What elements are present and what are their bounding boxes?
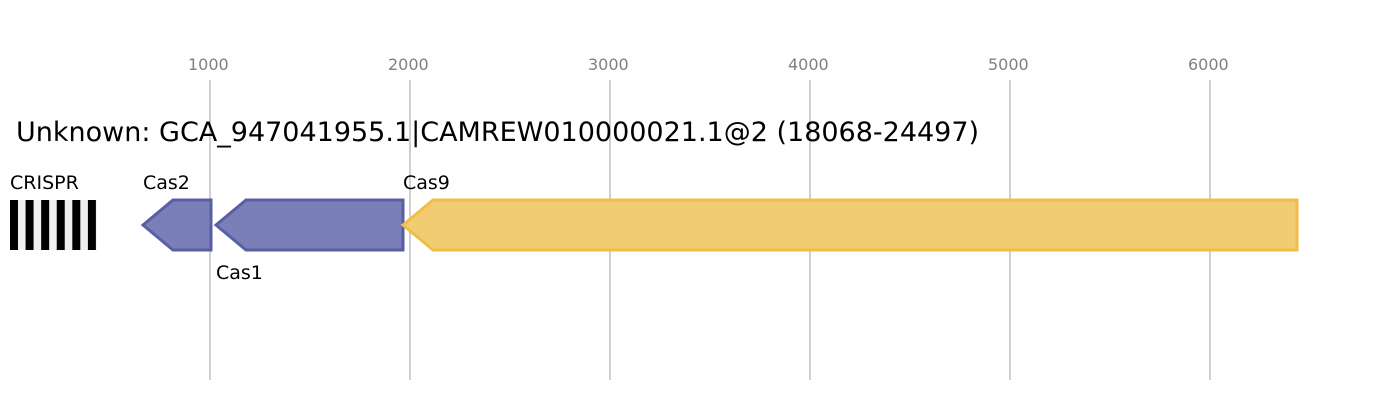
crispr-repeat — [56, 200, 65, 250]
crispr-array — [10, 200, 97, 250]
tick-label: 5000 — [988, 55, 1029, 74]
crispr-repeat — [10, 200, 18, 250]
gene-cas9[interactable] — [400, 198, 1299, 252]
tick-label: 1000 — [188, 55, 229, 74]
gene-label: Cas9 — [403, 172, 450, 194]
locus-title: Unknown: GCA_947041955.1|CAMREW010000021… — [16, 117, 979, 148]
crispr-label: CRISPR — [10, 172, 79, 194]
crispr-repeat — [41, 200, 50, 250]
crispr-repeat — [25, 200, 34, 250]
tick-label: 2000 — [388, 55, 429, 74]
gene-cas2[interactable] — [140, 198, 213, 252]
tick-label: 4000 — [788, 55, 829, 74]
tick-label: 3000 — [588, 55, 629, 74]
gene-label: Cas2 — [143, 172, 190, 194]
gene-label: Cas1 — [216, 262, 263, 284]
tick-label: 6000 — [1188, 55, 1229, 74]
gene-cas1[interactable] — [213, 198, 405, 252]
crispr-repeat — [72, 200, 81, 250]
crispr-repeat — [87, 200, 96, 250]
